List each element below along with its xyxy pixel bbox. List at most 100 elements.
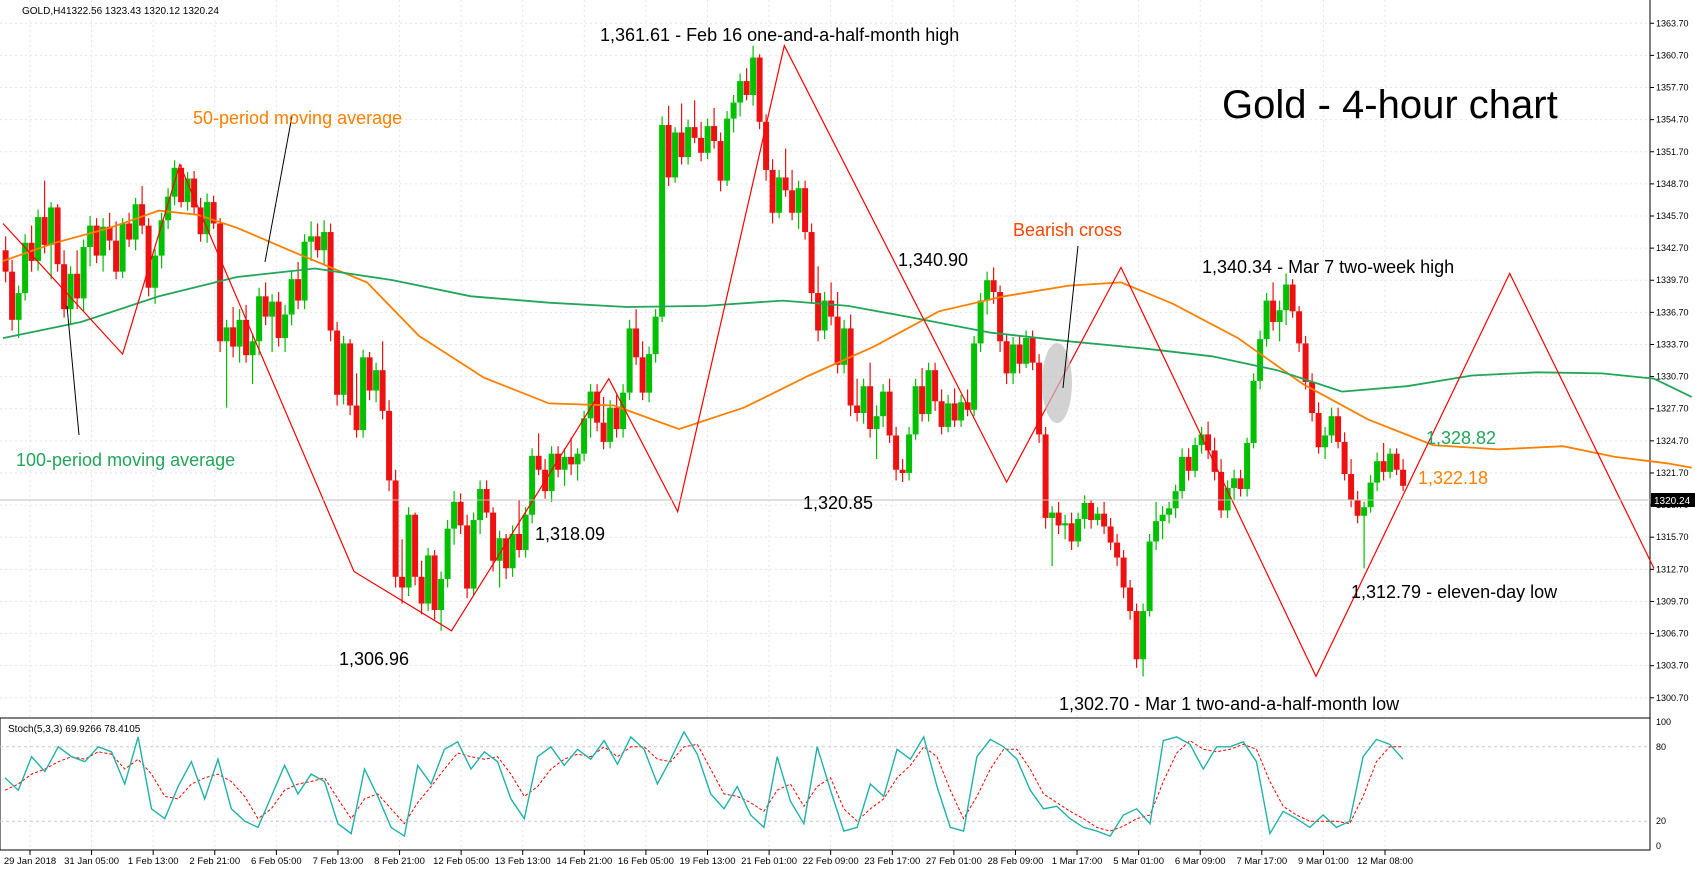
- candle-down: [1309, 381, 1316, 413]
- annotation-ma50-value: 1,322.18: [1418, 468, 1488, 488]
- candle-down: [990, 280, 997, 293]
- candle-down: [997, 292, 1004, 342]
- candle-up: [1140, 611, 1147, 660]
- price-tick-label: 1336.70: [1656, 307, 1689, 317]
- candle-up: [1094, 513, 1101, 521]
- candle-up: [1250, 380, 1257, 443]
- candle-up: [522, 514, 529, 551]
- candle-down: [899, 469, 906, 473]
- candle-down: [1205, 434, 1212, 451]
- candle-down: [126, 223, 133, 240]
- time-tick-label: 5 Mar 01:00: [1113, 856, 1164, 867]
- candle-up: [184, 178, 191, 203]
- candles: [2, 45, 1407, 677]
- zigzag-line: [2, 43, 1655, 678]
- candle-up: [470, 520, 477, 589]
- candle-down: [1211, 450, 1218, 472]
- candle-up: [269, 301, 276, 317]
- stoch-panel-frame: [0, 717, 1651, 851]
- candle-down: [743, 81, 750, 96]
- candle-up: [405, 514, 412, 588]
- time-tick-label: 6 Feb 05:00: [251, 856, 302, 867]
- candle-down: [893, 435, 900, 470]
- price-tick-label: 1300.70: [1656, 693, 1689, 703]
- annotation-1320-85: 1,320.85: [803, 493, 873, 513]
- candle-up: [1081, 502, 1088, 519]
- annotation-high-mar7: 1,340.34 - Mar 7 two-week high: [1202, 257, 1454, 277]
- candle-down: [295, 279, 302, 301]
- candle-up: [373, 370, 380, 391]
- candle-down: [1114, 542, 1121, 558]
- stoch-label: Stoch(5,3,3) 69.9266 78.4105: [8, 724, 141, 735]
- candle-down: [854, 405, 861, 413]
- candle-down: [145, 225, 152, 288]
- candle-up: [1387, 453, 1394, 472]
- candle-down: [633, 328, 640, 358]
- candle-up: [152, 255, 159, 288]
- ma100-pointer: [66, 305, 80, 436]
- annotation-low-mar1: 1,302.70 - Mar 1 two-and-a-half-month lo…: [1059, 694, 1400, 714]
- candle-up: [119, 223, 126, 272]
- candle-up: [1361, 507, 1368, 516]
- time-tick-label: 31 Jan 05:00: [64, 856, 119, 867]
- candle-up: [977, 300, 984, 344]
- candle-down: [366, 357, 373, 391]
- candle-up: [223, 327, 230, 342]
- candle-up: [652, 316, 659, 355]
- candle-up: [451, 501, 458, 529]
- candle-down: [1107, 526, 1114, 543]
- candle-down: [886, 391, 893, 436]
- moving-averages: [2, 209, 1693, 469]
- ma50-pointer: [264, 115, 293, 263]
- price-tick-label: 1303.70: [1656, 661, 1689, 671]
- candle-down: [431, 555, 438, 611]
- candle-down: [464, 525, 471, 589]
- candle-down: [197, 207, 204, 235]
- candle-down: [1055, 512, 1062, 526]
- annotation-ma50: 50-period moving average: [193, 108, 402, 128]
- stoch-signal-line: [4, 739, 1403, 832]
- candle-down: [1218, 471, 1225, 511]
- candle-down: [769, 169, 776, 213]
- candle-up: [100, 226, 107, 256]
- candle-down: [932, 370, 939, 402]
- price-tick-label: 1306.70: [1656, 629, 1689, 639]
- candle-down: [1354, 499, 1361, 516]
- candle-down: [327, 232, 334, 331]
- candle-up: [236, 319, 243, 347]
- candle-down: [275, 301, 282, 339]
- candle-up: [912, 386, 919, 435]
- candle-up: [1367, 482, 1374, 508]
- candle-up: [1244, 442, 1251, 490]
- candle-up: [561, 456, 568, 470]
- time-tick-label: 12 Mar 08:00: [1357, 856, 1413, 867]
- candle-down: [412, 514, 419, 577]
- stoch-tick-label: 100: [1656, 717, 1671, 727]
- candle-down: [1068, 523, 1075, 542]
- stoch-tick-label: 20: [1656, 816, 1666, 826]
- candle-up: [672, 132, 679, 178]
- candle-down: [61, 264, 68, 310]
- price-tick-label: 1351.70: [1656, 147, 1689, 157]
- candle-down: [1133, 611, 1140, 660]
- candle-up: [581, 418, 588, 454]
- candle-up: [132, 204, 139, 240]
- candle-down: [262, 296, 269, 317]
- candle-up: [1328, 416, 1335, 436]
- time-tick-label: 9 Mar 01:00: [1298, 856, 1349, 867]
- candle-down: [392, 480, 399, 577]
- time-tick-label: 27 Feb 01:00: [926, 856, 982, 867]
- time-tick-label: 28 Feb 09:00: [987, 856, 1043, 867]
- candle-down: [711, 126, 718, 142]
- candle-up: [288, 279, 295, 315]
- price-tick-label: 1333.70: [1656, 339, 1689, 349]
- candle-up: [1224, 487, 1231, 511]
- candle-down: [54, 207, 61, 265]
- annotation-bearish-cross: Bearish cross: [1013, 220, 1122, 240]
- candle-down: [178, 167, 185, 203]
- time-tick-label: 8 Feb 21:00: [374, 856, 425, 867]
- candle-down: [938, 401, 945, 427]
- candle-up: [1322, 435, 1329, 448]
- candle-up: [724, 118, 731, 181]
